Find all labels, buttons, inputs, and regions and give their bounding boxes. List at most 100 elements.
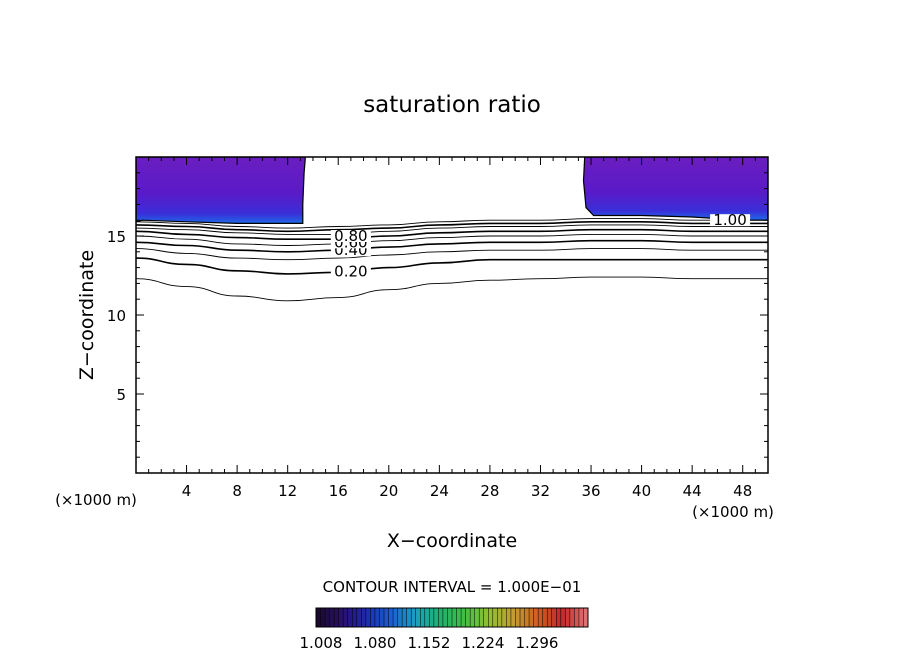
colorbar [315,607,589,628]
x-axis: 4 8 12 16 20 24 28 32 36 40 44 48 [148,157,756,500]
colorbar-cell [456,608,462,627]
colorbar-cell [479,608,485,627]
colorbar-cell [538,608,543,627]
colorbar-cell [325,608,330,627]
contour-line-0.3 [136,248,768,261]
x-tick-label: 12 [278,482,297,500]
colorbar-tick-label: 1.224 [462,634,505,652]
colorbar-tick-label: 1.080 [354,634,397,652]
colorbar-cell [560,608,566,627]
colorbar-cell [370,608,376,627]
saturated-regions [136,157,768,224]
colorbar-cell [547,608,553,627]
colorbar-cell [424,608,430,627]
contour-line-0.6 [136,228,768,240]
colorbar-cell [520,608,525,627]
y-tick-label: 15 [107,228,126,246]
contour-interval-label: CONTOUR INTERVAL = 1.000E−01 [323,578,582,596]
colorbar-cell [578,608,584,627]
y-tick-label: 5 [116,386,126,404]
contour-line-0.5 [136,233,768,246]
contour-label-bg [330,230,371,242]
x-tick-label: 8 [232,482,242,500]
colorbar-cell [361,608,367,627]
colorbar-cell [574,608,580,627]
colorbar-cell [474,608,480,627]
colorbar-cell [402,608,407,627]
contour-label-bg [710,214,751,227]
colorbar-cell [438,608,444,627]
saturated-region-2 [582,157,768,221]
x-tick-label: 28 [480,482,499,500]
colorbar-cell [583,608,589,627]
colorbar-cell [501,608,507,627]
colorbar-cell [529,608,534,627]
contour-line-0.2 [136,257,768,275]
colorbar-cell [320,608,326,627]
colorbar-cell [334,608,339,627]
colorbar-cell [524,608,530,627]
colorbar-cell [569,608,575,627]
x-tick-label: 20 [379,482,398,500]
colorbar-cell [343,608,349,627]
colorbar-tick-label: 1.008 [300,634,343,652]
colorbar-frame [315,607,589,628]
contour-label: 0.80 [334,227,367,245]
chart-title: saturation ratio [363,92,541,118]
colorbar-cell [510,608,516,627]
colorbar-tick-label: 1.296 [516,634,559,652]
contour-line-0.7 [136,224,768,235]
colorbar-cell [365,608,371,627]
contour-label: 0.20 [334,263,367,281]
colorbar-cell [442,608,448,627]
colorbar-cell [556,608,562,627]
colorbar-cell [533,608,539,627]
colorbar-cell [492,608,498,627]
y-tick-label: 10 [107,307,126,325]
colorbar-cell [329,608,335,627]
x-tick-label: 36 [581,482,600,500]
x-unit-right: (×1000 m) [692,503,774,521]
colorbar-cell [397,608,403,627]
colorbar-cell [352,608,358,627]
colorbar-cell [515,608,521,627]
x-tick-label: 24 [430,482,449,500]
colorbar-cell [420,608,426,627]
colorbar-tick-label: 1.152 [408,634,451,652]
contour-label-bg [330,265,371,278]
colorbar-cell [429,608,435,627]
contour-line-0.8 [136,221,768,233]
x-tick-label: 32 [531,482,550,500]
contour-label: 1.00 [713,211,746,229]
colorbar-tick-labels: 1.008 1.080 1.152 1.224 1.296 [300,634,559,652]
x-tick-label: 48 [733,482,752,500]
x-tick-label: 4 [182,482,192,500]
colorbar-cell [356,608,362,627]
colorbar-cell [415,608,421,627]
y-axis: 5 10 15 [107,172,768,458]
contour-lines [136,218,768,302]
x-tick-label: 16 [329,482,348,500]
colorbar-cell [565,608,571,627]
contour-line-0.9 [136,218,768,229]
colorbar-cell [433,608,439,627]
colorbar-cell [551,608,557,627]
colorbar-cell [488,608,494,627]
x-tick-label: 44 [683,482,702,500]
x-axis-label: X−coordinate [387,530,517,552]
colorbar-cell [347,608,353,627]
colorbar-cell [465,608,471,627]
colorbar-cell [388,608,394,627]
x-tick-label: 40 [632,482,651,500]
colorbar-cell [483,608,489,627]
contour-labels: 0.200.400.600.801.00 [330,211,751,281]
colorbar-cell [316,608,321,627]
colorbar-cell [406,608,412,627]
colorbar-cell [393,608,398,627]
colorbar-cell [338,608,344,627]
contour-line-0.1 [136,276,768,302]
colorbar-cell [461,608,466,627]
colorbar-cell [379,608,385,627]
colorbar-cell [542,608,548,627]
